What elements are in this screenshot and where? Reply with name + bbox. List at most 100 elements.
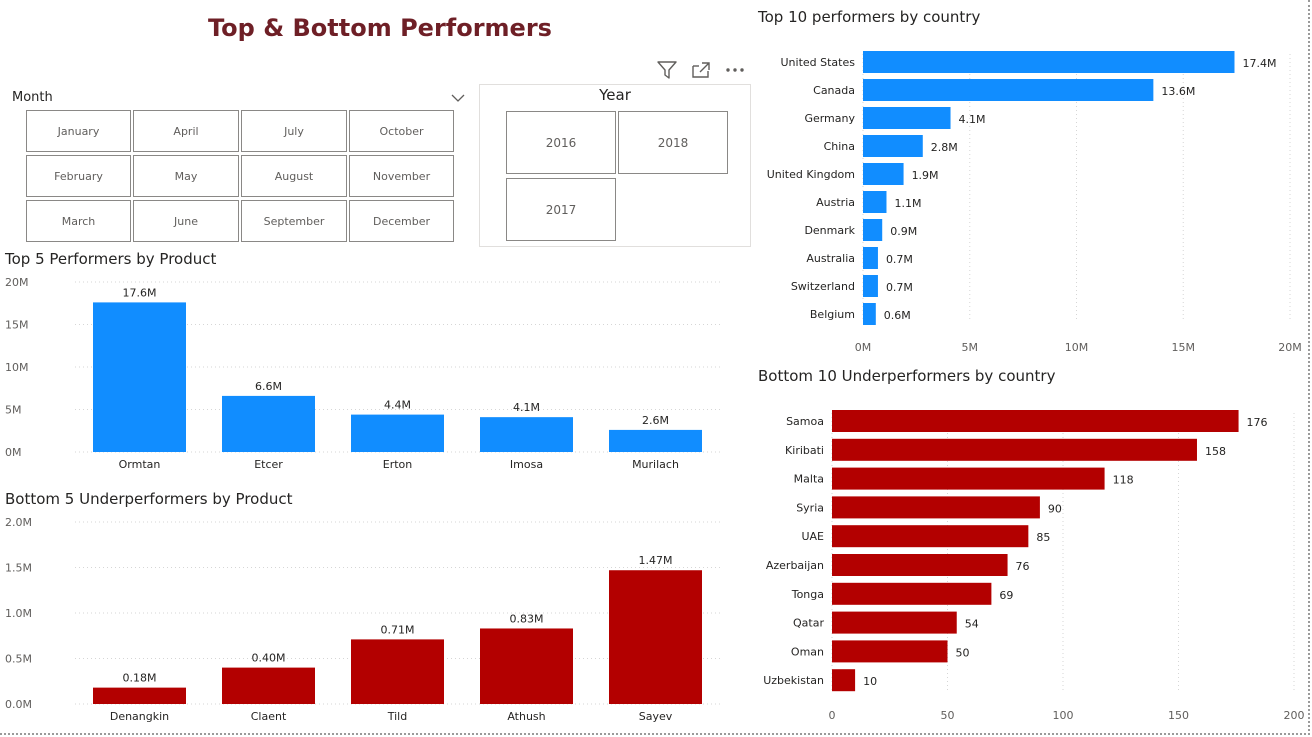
- bar: [609, 429, 702, 452]
- x-tick-label: Denangkin: [110, 710, 169, 723]
- chevron-down-icon[interactable]: [448, 88, 468, 108]
- month-tile[interactable]: January: [26, 110, 131, 152]
- bar: [863, 107, 951, 129]
- x-tick-label: 100: [1053, 709, 1074, 722]
- data-label: 4.1M: [959, 113, 986, 126]
- bar: [832, 582, 992, 605]
- y-tick-label: Qatar: [793, 617, 824, 630]
- bar: [832, 410, 1239, 432]
- data-label: 4.4M: [384, 399, 411, 412]
- month-tile[interactable]: September: [241, 200, 347, 242]
- bar: [832, 669, 856, 692]
- data-label: 158: [1205, 445, 1226, 458]
- data-label: 76: [1016, 560, 1030, 573]
- top10-country-chart[interactable]: 0M 5M 10M 15M 20M United States 17.4M Canada 13.…: [750, 40, 1310, 360]
- bar: [480, 417, 573, 452]
- y-tick-label: United Kingdom: [767, 168, 855, 181]
- month-slicer-label: Month: [12, 90, 53, 105]
- y-tick-label: UAE: [801, 530, 824, 543]
- x-tick-label: 0M: [855, 341, 872, 354]
- bar: [351, 639, 444, 704]
- month-tile[interactable]: March: [26, 200, 131, 242]
- month-tile[interactable]: July: [241, 110, 347, 152]
- y-tick-label: Switzerland: [791, 280, 855, 293]
- top5-product-chart[interactable]: 0M 5M 10M 15M 20M 17.6M Ormtan 6.6M Etcer 4.4M Ert…: [0, 272, 730, 477]
- bar: [832, 525, 1029, 548]
- y-tick-label: 1.0M: [5, 607, 32, 620]
- month-tile[interactable]: November: [349, 155, 454, 197]
- bar: [863, 163, 904, 185]
- data-label: 0.7M: [886, 253, 913, 266]
- month-tile[interactable]: June: [133, 200, 239, 242]
- bar: [863, 247, 878, 269]
- y-tick-label: 1.5M: [5, 562, 32, 575]
- x-tick-label: Etcer: [254, 458, 283, 471]
- bar: [832, 467, 1105, 490]
- month-tile[interactable]: April: [133, 110, 239, 152]
- bar: [351, 414, 444, 452]
- x-tick-label: 20M: [1278, 341, 1302, 354]
- bar: [222, 395, 315, 452]
- data-label: 54: [965, 618, 979, 631]
- data-label: 0.40M: [252, 652, 286, 665]
- more-options-icon[interactable]: [722, 58, 748, 82]
- bar: [863, 275, 878, 297]
- data-label: 13.6M: [1161, 85, 1195, 98]
- x-tick-label: 200: [1284, 709, 1305, 722]
- data-label: 1.47M: [639, 554, 673, 567]
- data-label: 85: [1036, 531, 1050, 544]
- data-label: 69: [999, 589, 1013, 602]
- y-tick-label: Kiribati: [785, 444, 824, 457]
- y-tick-label: China: [824, 140, 855, 153]
- top10-country-title: Top 10 performers by country: [758, 8, 981, 26]
- x-tick-label: Murilach: [632, 458, 679, 471]
- data-label: 0.71M: [381, 623, 415, 636]
- data-label: 4.1M: [513, 401, 540, 414]
- data-label: 0.83M: [510, 612, 544, 625]
- bar: [93, 687, 186, 704]
- y-tick-label: United States: [781, 56, 856, 69]
- x-tick-label: Erton: [383, 458, 413, 471]
- y-tick-label: 20M: [5, 276, 29, 289]
- month-tile[interactable]: October: [349, 110, 454, 152]
- bottom5-product-title: Bottom 5 Underperformers by Product: [5, 490, 293, 508]
- year-tile[interactable]: 2018: [618, 111, 728, 174]
- data-label: 2.8M: [931, 141, 958, 154]
- bar: [832, 496, 1040, 519]
- y-tick-label: 15M: [5, 319, 29, 332]
- focus-mode-icon[interactable]: [688, 58, 714, 82]
- bar: [222, 667, 315, 704]
- bar: [93, 302, 186, 452]
- y-tick-label: Azerbaijan: [766, 559, 824, 572]
- y-tick-label: Denmark: [804, 224, 855, 237]
- data-label: 90: [1048, 502, 1062, 515]
- bottom5-product-chart[interactable]: 0.0M 0.5M 1.0M 1.5M 2.0M 0.18M Denangkin 0.40M C…: [0, 510, 730, 730]
- y-tick-label: Samoa: [786, 415, 824, 428]
- bar: [480, 628, 573, 704]
- bar: [863, 135, 923, 157]
- year-tile[interactable]: 2016: [506, 111, 616, 174]
- y-tick-label: Belgium: [810, 308, 855, 321]
- bar: [832, 554, 1008, 576]
- month-tile[interactable]: December: [349, 200, 454, 242]
- x-tick-label: 50: [941, 709, 955, 722]
- bottom10-country-chart[interactable]: 0 50 100 150 200 Samoa 176 Kiribati 158 Malta 118 S…: [750, 400, 1310, 730]
- bar: [863, 219, 883, 241]
- visual-toolbar: [652, 58, 752, 82]
- month-tile[interactable]: May: [133, 155, 239, 197]
- x-tick-label: Athush: [507, 710, 545, 723]
- data-label: 6.6M: [255, 380, 282, 393]
- y-tick-label: Tonga: [791, 588, 824, 601]
- y-tick-label: Malta: [794, 473, 824, 486]
- year-tile[interactable]: 2017: [506, 178, 616, 241]
- x-tick-label: 0: [829, 709, 836, 722]
- year-slicer: [479, 84, 751, 247]
- month-tile[interactable]: February: [26, 155, 131, 197]
- y-tick-label: 10M: [5, 361, 29, 374]
- bar: [863, 51, 1235, 73]
- month-tile[interactable]: August: [241, 155, 347, 197]
- x-tick-label: Sayev: [639, 710, 673, 723]
- filter-icon[interactable]: [654, 58, 680, 82]
- data-label: 17.6M: [123, 286, 157, 299]
- y-tick-label: 5M: [5, 404, 22, 417]
